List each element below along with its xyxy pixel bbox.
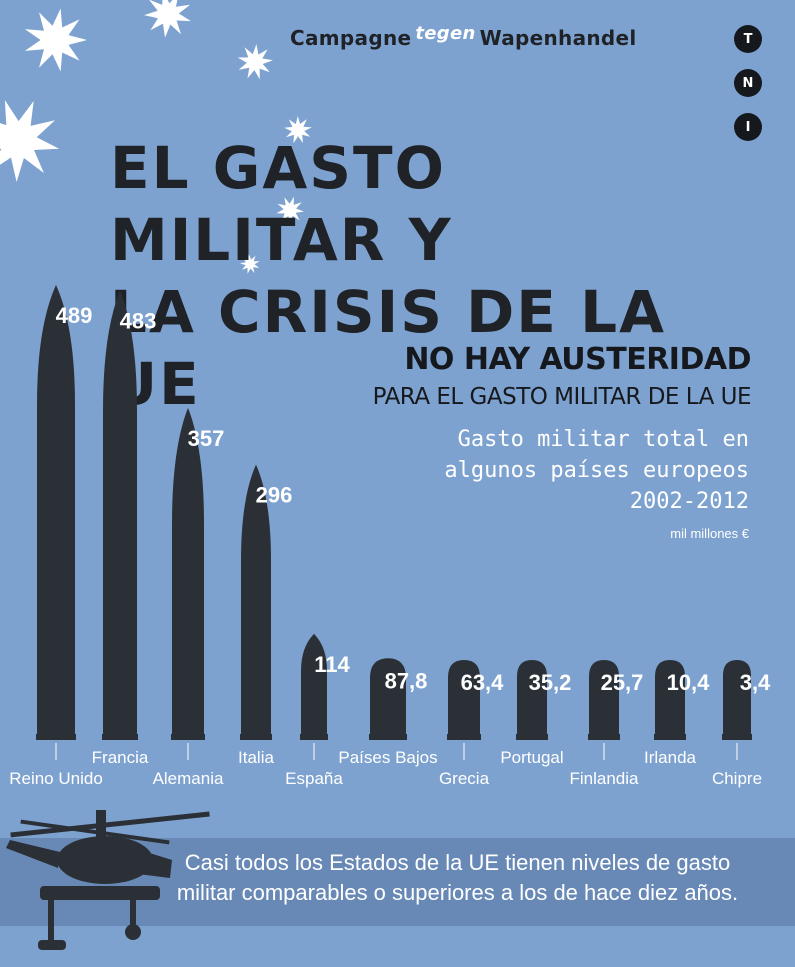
logo-badge-i: I bbox=[734, 113, 762, 141]
category-label: Reino Unido bbox=[9, 769, 103, 788]
category-label: Países Bajos bbox=[338, 748, 437, 767]
logo-badge-n: N bbox=[734, 69, 762, 97]
description-line-1: Gasto militar total en bbox=[457, 427, 749, 452]
bullet-bar bbox=[300, 633, 328, 740]
bullet-bar bbox=[369, 658, 407, 740]
value-label: 296 bbox=[256, 483, 293, 508]
star-icon bbox=[0, 100, 60, 182]
category-label: Finlandia bbox=[570, 769, 640, 788]
category-label: Portugal bbox=[500, 748, 563, 767]
value-label: 114 bbox=[314, 652, 350, 677]
value-label: 10,4 bbox=[667, 670, 711, 695]
value-label: 483 bbox=[120, 309, 157, 334]
category-label: Irlanda bbox=[644, 748, 697, 767]
bullet-bar bbox=[102, 290, 138, 740]
value-label: 357 bbox=[188, 426, 225, 451]
bullet-bar bbox=[722, 660, 752, 740]
chart-description: Gasto militar total en algunos países eu… bbox=[419, 424, 749, 517]
org-name-middle: tegen bbox=[415, 23, 476, 44]
value-label: 63,4 bbox=[461, 670, 505, 695]
description-line-3: 2002-2012 bbox=[629, 489, 749, 514]
helicopter-icon bbox=[6, 810, 210, 950]
star-icon bbox=[144, 0, 191, 38]
org-name-right: Wapenhandel bbox=[479, 26, 637, 50]
subheadline: PARA EL GASTO MILITAR DE LA UE bbox=[372, 384, 752, 410]
description-line-2: algunos países europeos bbox=[444, 458, 749, 483]
org-name-left: Campagne bbox=[290, 26, 412, 50]
value-label: 25,7 bbox=[601, 670, 644, 695]
decorative-stars bbox=[0, 0, 312, 274]
value-label: 489 bbox=[56, 303, 93, 328]
unit-label: mil millones € bbox=[670, 526, 749, 541]
footer-line-1: Casi todos los Estados de la UE tienen n… bbox=[184, 850, 731, 875]
organization-name: Campagne tegen Wapenhandel bbox=[290, 23, 637, 50]
tni-logo: T N I bbox=[734, 25, 762, 157]
footer-text: Casi todos los Estados de la UE tienen n… bbox=[150, 848, 765, 908]
star-icon bbox=[276, 196, 304, 224]
value-label: 35,2 bbox=[529, 670, 572, 695]
star-icon bbox=[284, 116, 312, 144]
bullet-bar bbox=[654, 660, 686, 740]
headline: NO HAY AUSTERIDAD bbox=[404, 342, 751, 377]
bullet-bar bbox=[171, 407, 205, 740]
bullet-bar bbox=[588, 660, 620, 740]
logo-badge-t: T bbox=[734, 25, 762, 53]
category-label: Grecia bbox=[439, 769, 490, 788]
page-title: EL GASTO MILITAR Y LA CRISIS DE LA UE bbox=[110, 132, 700, 420]
title-line-2: LA CRISIS DE LA UE bbox=[110, 278, 666, 418]
star-icon bbox=[240, 254, 260, 274]
bullet-bar bbox=[516, 660, 548, 740]
bullet-bar bbox=[240, 464, 272, 740]
star-icon bbox=[24, 8, 87, 72]
footer-line-2: militar comparables o superiores a los d… bbox=[176, 880, 739, 905]
title-line-1: EL GASTO MILITAR Y bbox=[110, 134, 453, 274]
bullet-bar bbox=[447, 660, 481, 740]
category-label: España bbox=[285, 769, 343, 788]
category-label: Italia bbox=[238, 748, 274, 767]
value-label: 3,4 bbox=[740, 670, 771, 695]
category-label: Alemania bbox=[153, 769, 224, 788]
category-label: Chipre bbox=[712, 769, 762, 788]
value-label: 87,8 bbox=[385, 668, 428, 693]
category-label: Francia bbox=[92, 748, 149, 767]
bullet-bar bbox=[36, 285, 76, 740]
bullet-chart: 489 Reino Unido 483 Francia 357 Alemania 296 It… bbox=[9, 285, 771, 788]
star-icon bbox=[237, 44, 273, 80]
